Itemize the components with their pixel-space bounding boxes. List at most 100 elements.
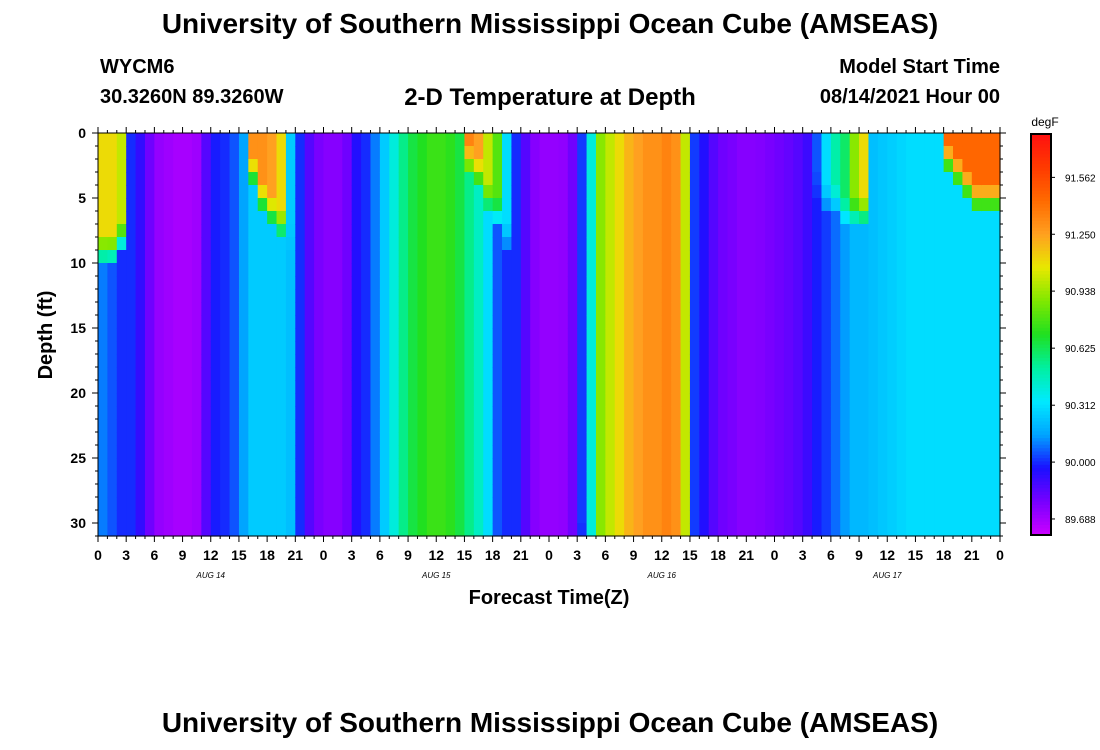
heatmap-cell: [671, 302, 682, 316]
heatmap-cell: [849, 172, 860, 186]
heatmap-cell: [783, 458, 794, 472]
heatmap-cell: [718, 263, 729, 277]
heatmap-cell: [483, 185, 494, 199]
heatmap-cell: [971, 432, 982, 446]
heatmap-cell: [633, 393, 644, 407]
heatmap-cell: [314, 432, 325, 446]
heatmap-cell: [539, 159, 550, 173]
heatmap-cell: [201, 419, 212, 433]
heatmap-cell: [163, 276, 174, 290]
heatmap-cell: [483, 393, 494, 407]
heatmap-cell: [436, 159, 447, 173]
heatmap-cell: [567, 159, 578, 173]
heatmap-cell: [708, 289, 719, 303]
heatmap-cell: [436, 276, 447, 290]
heatmap-cell: [116, 523, 127, 537]
heatmap-cell: [473, 380, 484, 394]
heatmap-cell: [351, 354, 362, 368]
heatmap-cell: [285, 445, 296, 459]
heatmap-cell: [314, 354, 325, 368]
colorbar-swatch: [1031, 170, 1051, 175]
heatmap-cell: [464, 497, 475, 511]
heatmap-cell: [605, 510, 616, 524]
heatmap-cell: [389, 354, 400, 368]
heatmap-cell: [746, 419, 757, 433]
heatmap-cell: [859, 172, 870, 186]
heatmap-cell: [98, 471, 108, 485]
heatmap-cell: [389, 198, 400, 212]
heatmap-cell: [774, 289, 785, 303]
heatmap-cell: [549, 471, 559, 485]
heatmap-cell: [408, 185, 419, 199]
heatmap-cell: [492, 133, 503, 147]
heatmap-cell: [549, 458, 559, 472]
heatmap-cell: [746, 380, 757, 394]
heatmap-cell: [868, 393, 879, 407]
heatmap-cell: [661, 341, 672, 355]
heatmap-cell: [389, 172, 400, 186]
heatmap-cell: [642, 302, 653, 316]
heatmap-cell: [830, 198, 841, 212]
heatmap-cell: [173, 211, 184, 225]
heatmap-cell: [229, 393, 240, 407]
heatmap-cell: [163, 289, 174, 303]
heatmap-cell: [549, 419, 559, 433]
heatmap-cell: [520, 484, 531, 498]
heatmap-cell: [276, 341, 287, 355]
heatmap-cell: [595, 341, 606, 355]
heatmap-cell: [257, 523, 268, 537]
heatmap-cell: [934, 458, 945, 472]
heatmap-cell: [765, 484, 776, 498]
heatmap-cell: [144, 276, 155, 290]
heatmap-cell: [821, 523, 832, 537]
colorbar-frame: [1030, 133, 1052, 536]
heatmap-cell: [633, 484, 644, 498]
heatmap-cell: [408, 276, 419, 290]
heatmap-cell: [220, 276, 231, 290]
heatmap-cell: [483, 497, 494, 511]
heatmap-cell: [530, 133, 541, 147]
heatmap-cell: [614, 406, 625, 420]
colorbar-swatch: [1031, 481, 1051, 486]
heatmap-cell: [314, 484, 325, 498]
heatmap-cell: [595, 302, 606, 316]
heatmap-cell: [417, 354, 428, 368]
heatmap-cell: [887, 302, 898, 316]
heatmap-cell: [314, 497, 325, 511]
heatmap-cell: [727, 263, 738, 277]
colorbar-swatch: [1031, 160, 1051, 165]
heatmap-cell: [370, 328, 381, 342]
heatmap-cell: [633, 276, 644, 290]
heatmap-cell: [539, 146, 550, 160]
heatmap-cell: [896, 445, 907, 459]
heatmap-cell: [295, 250, 306, 264]
heatmap-cell: [314, 263, 325, 277]
heatmap-cell: [934, 159, 945, 173]
heatmap-cell: [859, 289, 870, 303]
heatmap-cell: [718, 458, 729, 472]
heatmap-cell: [812, 380, 823, 394]
heatmap-cell: [558, 393, 569, 407]
heatmap-cell: [201, 380, 212, 394]
heatmap-cell: [877, 393, 888, 407]
heatmap-cell: [267, 341, 278, 355]
heatmap-cell: [633, 419, 644, 433]
heatmap-cell: [445, 276, 456, 290]
heatmap-cell: [398, 172, 409, 186]
heatmap-cell: [107, 341, 118, 355]
heatmap-cell: [896, 471, 907, 485]
heatmap-cell: [520, 263, 531, 277]
heatmap-cell: [652, 289, 663, 303]
heatmap-cell: [267, 289, 278, 303]
colorbar-swatch: [1031, 508, 1051, 513]
heatmap-cell: [821, 237, 832, 251]
heatmap-cell: [924, 263, 935, 277]
heatmap-cell: [464, 471, 475, 485]
heatmap-cell: [323, 250, 334, 264]
heatmap-cell: [849, 133, 860, 147]
heatmap-cell: [877, 237, 888, 251]
heatmap-cell: [455, 276, 466, 290]
heatmap-cell: [191, 458, 202, 472]
heatmap-cell: [511, 172, 522, 186]
heatmap-cell: [877, 289, 888, 303]
